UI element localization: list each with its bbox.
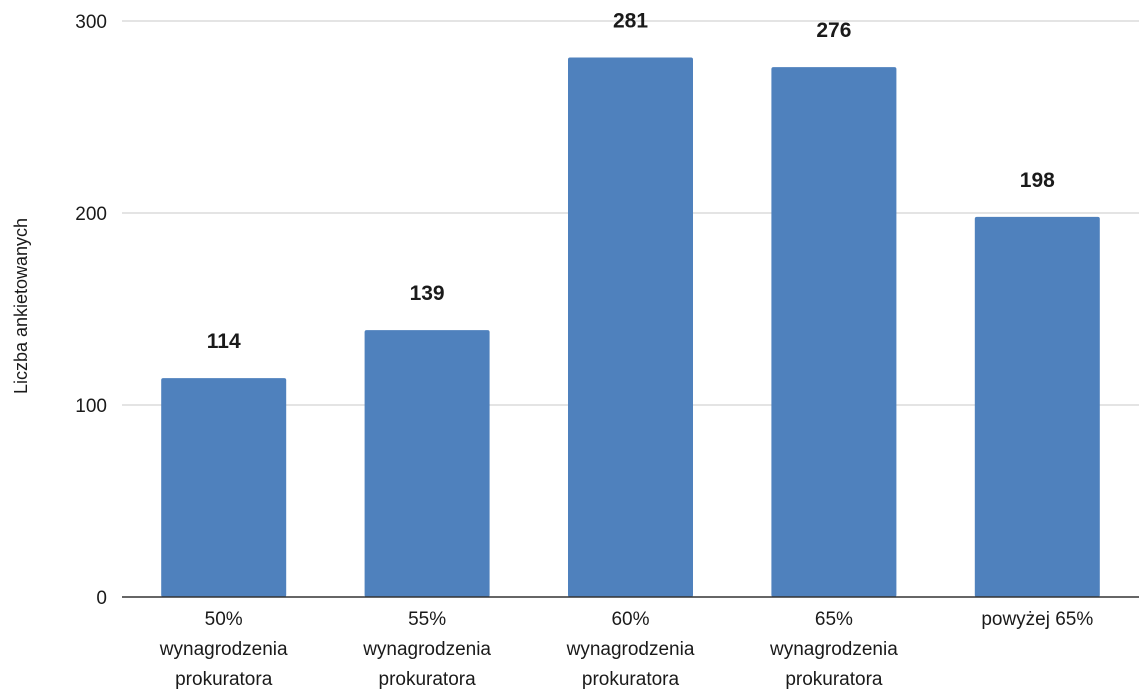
x-tick-label-line: wynagrodzenia: [159, 639, 288, 660]
x-tick-label-line: 55%: [408, 609, 446, 630]
x-tick-label-line: prokuratora: [175, 669, 273, 690]
y-tick-label: 200: [75, 204, 107, 225]
data-label: 114: [207, 330, 241, 353]
data-label: 198: [1020, 169, 1055, 192]
bar: [364, 330, 490, 597]
bar: [974, 216, 1100, 597]
x-tick-label-line: wynagrodzenia: [769, 639, 898, 660]
data-label: 281: [613, 9, 648, 32]
data-label: 139: [410, 282, 445, 305]
x-tick-label: powyżej 65%: [981, 609, 1093, 630]
x-tick-label-line: 60%: [611, 609, 649, 630]
y-tick-label: 300: [75, 12, 107, 33]
x-tick-label: 65% wynagrodzenia prokuratora: [769, 609, 898, 690]
x-tick-label: 50% wynagrodzenia prokuratora: [159, 609, 288, 690]
x-tick-label-line: wynagrodzenia: [566, 639, 695, 660]
y-axis-label: Liczba ankietowanych: [11, 218, 31, 394]
x-tick-label-line: prokuratora: [582, 669, 680, 690]
labels: 0 100 200 300 114 50% wynagrodzenia prokuratora…: [75, 9, 1093, 690]
bar: [161, 378, 287, 597]
x-tick-label: 60% wynagrodzenia prokuratora: [566, 609, 695, 690]
bars: [161, 57, 1100, 598]
x-tick-label-line: prokuratora: [379, 669, 477, 690]
x-tick-label-line: powyżej 65%: [981, 609, 1093, 630]
x-tick-label: 55% wynagrodzenia prokuratora: [362, 609, 491, 690]
data-label: 276: [816, 19, 851, 42]
bar: [771, 67, 897, 597]
x-tick-label-line: 65%: [815, 609, 853, 630]
y-tick-label: 0: [96, 588, 107, 609]
x-tick-label-line: 50%: [205, 609, 243, 630]
bar: [568, 57, 693, 598]
x-tick-label-line: prokuratora: [785, 669, 883, 690]
x-tick-label-line: wynagrodzenia: [362, 639, 491, 660]
y-tick-label: 100: [75, 396, 107, 417]
